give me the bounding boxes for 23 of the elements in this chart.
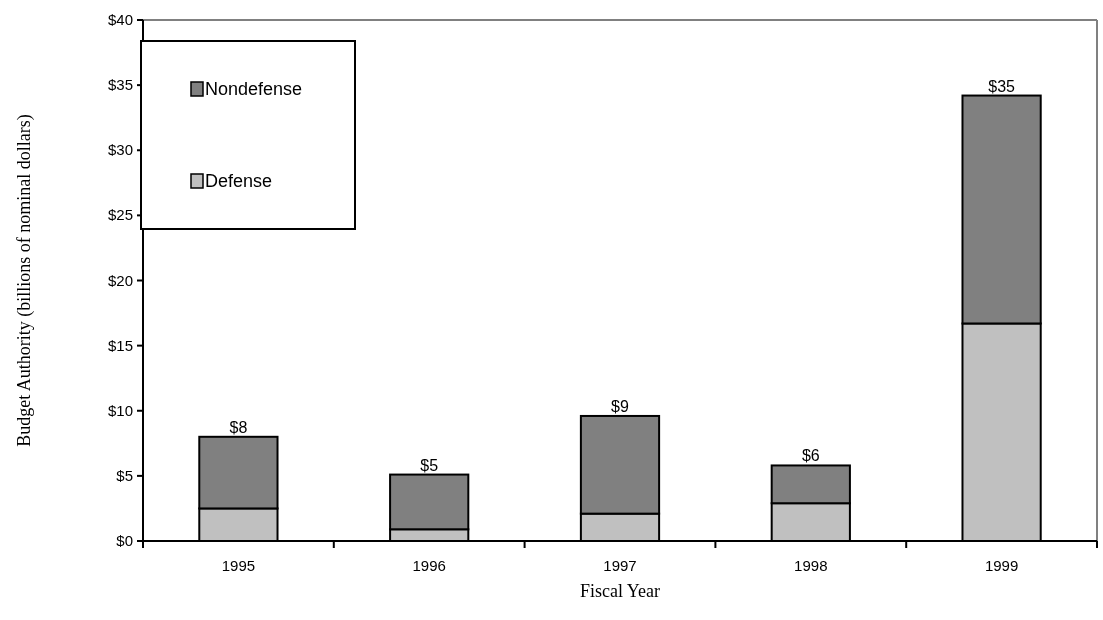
y-tick-label: $30 xyxy=(107,141,133,159)
y-tick-label: $25 xyxy=(107,206,133,224)
total-label: $5 xyxy=(420,456,439,474)
total-label: $6 xyxy=(801,447,820,465)
x-tick-label: 1998 xyxy=(794,557,828,574)
x-axis-title: Fiscal Year xyxy=(580,581,660,601)
x-tick-label: 1995 xyxy=(221,557,256,574)
y-axis-title: Budget Authority (billions of nominal dollars) xyxy=(14,114,35,447)
total-label: $35 xyxy=(988,77,1016,95)
y-tick-label: $10 xyxy=(107,401,133,419)
total-label: $9 xyxy=(611,397,629,415)
x-tick-label: 1996 xyxy=(412,557,446,574)
total-label: $8 xyxy=(229,418,248,436)
legend-label: Nondefense xyxy=(205,79,303,99)
y-tick-label: $0 xyxy=(116,532,133,549)
x-tick-label: 1999 xyxy=(984,557,1019,574)
legend-label: Defense xyxy=(205,171,273,191)
y-tick-label: $40 xyxy=(107,11,133,28)
y-tick-label: $35 xyxy=(107,76,133,94)
x-tick-label: 1997 xyxy=(603,557,637,574)
y-tick-label: $5 xyxy=(116,466,133,484)
y-tick-label: $15 xyxy=(107,336,133,354)
y-tick-label: $20 xyxy=(107,271,133,289)
